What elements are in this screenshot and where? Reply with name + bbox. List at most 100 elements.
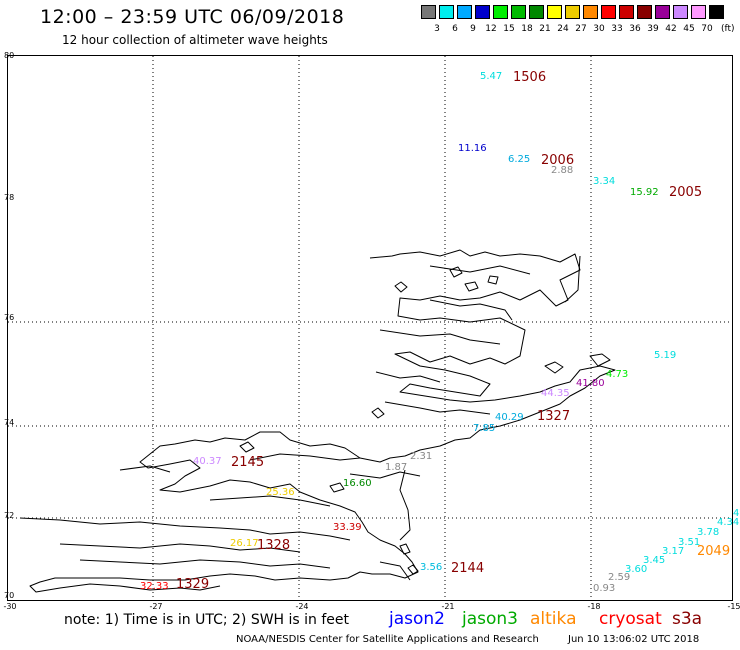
legend-swatch xyxy=(457,5,472,19)
swh-reading: 25.36 xyxy=(266,487,295,498)
legend-label: 12 xyxy=(485,24,497,34)
swh-reading: 2.59 xyxy=(608,572,630,583)
swh-reading: 3.34 xyxy=(593,176,615,187)
swh-reading: 0.93 xyxy=(593,583,615,594)
page-subtitle: 12 hour collection of altimeter wave hei… xyxy=(62,33,328,47)
swh-reading: 3.78 xyxy=(697,527,719,538)
swh-reading: 1.87 xyxy=(385,462,407,473)
legend-label: 30 xyxy=(593,24,605,34)
legend-label: 21 xyxy=(539,24,551,34)
coastline xyxy=(19,249,616,593)
pass-time-label: 1329 xyxy=(176,577,209,592)
swh-reading: 5.19 xyxy=(654,350,676,361)
swh-reading: 3.17 xyxy=(662,546,684,557)
map-frame xyxy=(7,55,733,601)
satellite-s3a: s3a xyxy=(672,609,703,629)
swh-reading: 40.29 xyxy=(495,412,524,423)
lat-label: 74 xyxy=(4,418,14,427)
satellite-cryosat: cryosat xyxy=(599,609,662,629)
swh-reading: 6.25 xyxy=(508,154,530,165)
legend-swatch xyxy=(655,5,670,19)
coastline-islands xyxy=(239,266,611,575)
pass-time-label: 2145 xyxy=(231,455,264,470)
lat-label: 70 xyxy=(4,591,14,600)
legend-swatch xyxy=(493,5,508,19)
graticule xyxy=(8,56,732,600)
lat-label: 78 xyxy=(4,193,14,202)
satellite-jason2: jason2 xyxy=(389,609,445,629)
legend-label: 36 xyxy=(629,24,641,34)
legend-label: 15 xyxy=(503,24,515,34)
pass-time-label: 1328 xyxy=(257,538,290,553)
legend-swatch xyxy=(421,5,436,19)
pass-time-label: 2005 xyxy=(669,185,702,200)
lon-label: -30 xyxy=(3,602,16,611)
swh-reading: 32.33 xyxy=(140,581,169,592)
lat-label: 76 xyxy=(4,313,14,322)
pass-time-label: 2049 xyxy=(697,544,730,559)
lon-label: -24 xyxy=(295,602,308,611)
legend-swatch xyxy=(673,5,688,19)
legend-label: 18 xyxy=(521,24,533,34)
legend-label: 24 xyxy=(557,24,569,34)
page-title: 12:00 – 23:59 UTC 06/09/2018 xyxy=(40,6,345,28)
legend-label: 3 xyxy=(434,24,440,34)
lon-label: -15 xyxy=(727,602,740,611)
swh-reading: 3.60 xyxy=(625,564,647,575)
lat-label: 72 xyxy=(4,511,14,520)
legend-label: 33 xyxy=(611,24,623,34)
coastline-inner xyxy=(19,255,581,581)
swh-reading: 40.37 xyxy=(193,456,222,467)
legend-label: 45 xyxy=(683,24,695,34)
lon-label: -21 xyxy=(441,602,454,611)
swh-reading: 11.16 xyxy=(458,143,487,154)
pass-time-label: 1327 xyxy=(537,409,570,424)
legend-swatch xyxy=(709,5,724,19)
legend-swatch xyxy=(439,5,454,19)
pass-times: 1506 2006 2005 1327 2145 1328 2144 1329 2049 xyxy=(176,70,730,592)
swh-reading: 26.17 xyxy=(230,538,259,549)
legend-label: 9 xyxy=(470,24,476,34)
satellite-altika: altika xyxy=(530,609,577,629)
swh-reading: 44.35 xyxy=(541,388,570,399)
swh-reading: 4.34 xyxy=(717,517,739,528)
swh-reading: 16.60 xyxy=(343,478,372,489)
swh-reading: 33.39 xyxy=(333,522,362,533)
swh-reading: 7.85 xyxy=(473,423,495,434)
legend-label: 39 xyxy=(647,24,659,34)
legend-swatch xyxy=(565,5,580,19)
lon-label: -27 xyxy=(149,602,162,611)
legend-swatch xyxy=(547,5,562,19)
legend-swatch xyxy=(637,5,652,19)
pass-time-label: 2144 xyxy=(451,561,484,576)
legend-swatch xyxy=(475,5,490,19)
credit-line: NOAA/NESDIS Center for Satellite Applica… xyxy=(236,634,539,645)
color-legend: 3 6 9 12 15 18 21 24 27 30 33 36 39 42 45 70 (ft) xyxy=(421,5,740,37)
legend-swatch xyxy=(529,5,544,19)
swh-reading: 2.31 xyxy=(410,451,432,462)
tick-labels: 80 78 76 74 72 70 -30 -27 -24 -21 -18 -15 xyxy=(3,51,740,611)
pass-time-label: 2006 xyxy=(541,153,574,168)
swh-reading: 4.73 xyxy=(606,369,628,380)
swh-reading: 2.88 xyxy=(551,165,573,176)
legend-swatch xyxy=(601,5,616,19)
swh-reading: 3.51 xyxy=(678,537,700,548)
swh-reading: 3.56 xyxy=(420,562,442,573)
lat-label: 80 xyxy=(4,51,14,60)
swh-reading: 3.45 xyxy=(643,555,665,566)
swh-reading: 4 xyxy=(733,508,739,519)
pass-time-label: 1506 xyxy=(513,70,546,85)
legend-label: 42 xyxy=(665,24,677,34)
legend-label: 6 xyxy=(452,24,458,34)
swh-reading: 41.80 xyxy=(576,378,605,389)
legend-swatch xyxy=(619,5,634,19)
lon-label: -18 xyxy=(587,602,600,611)
legend-label: 27 xyxy=(575,24,587,34)
coastline-main xyxy=(29,249,616,593)
legend-label: 70 xyxy=(701,24,713,34)
footer-note: note: 1) Time is in UTC; 2) SWH is in fe… xyxy=(64,612,350,628)
legend-swatch xyxy=(691,5,706,19)
swh-reading: 5.47 xyxy=(480,71,502,82)
